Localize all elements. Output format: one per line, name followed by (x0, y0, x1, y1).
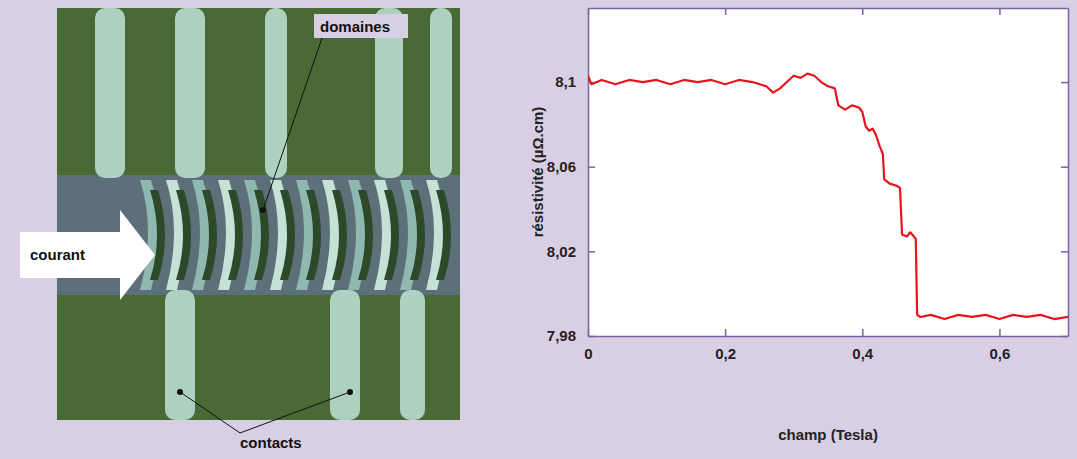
tick-label: 0,2 (715, 345, 736, 362)
axis (1061, 9, 1069, 337)
background (0, 0, 1077, 459)
tick-mark (1061, 82, 1068, 84)
tick-mark (725, 8, 727, 15)
tick-label: 7,98 (547, 327, 576, 344)
photo-domain (358, 190, 373, 280)
tick: 0,2 (715, 329, 736, 362)
tick-mark (999, 8, 1001, 15)
photo-domain (254, 190, 269, 280)
tick-mark (588, 251, 595, 253)
leader-dot (177, 389, 183, 395)
axis-line (588, 9, 590, 337)
figure: courant domaines contacts 0 0,2 0,4 0,6 7,98 8,0… (0, 0, 1077, 459)
tick-label: 8,02 (547, 243, 576, 260)
tick-label: 0,6 (989, 345, 1010, 362)
photo-contact (330, 290, 360, 420)
axis-line (1068, 9, 1070, 337)
label-contacts: contacts (240, 434, 302, 451)
photo-domain (202, 190, 217, 280)
tick-label: 0 (584, 345, 592, 362)
tick (1061, 336, 1068, 337)
tick (862, 8, 863, 15)
photo-domain (306, 190, 321, 280)
tick: 0,6 (989, 329, 1010, 362)
photo-domain (150, 190, 165, 280)
axis-line (589, 336, 1069, 338)
photo-domain (332, 190, 347, 280)
tick: 0,4 (852, 329, 874, 362)
tick-mark (1061, 166, 1068, 168)
leader (180, 392, 240, 433)
tick-mark (725, 329, 727, 336)
tick-label: 0,4 (852, 345, 874, 362)
label-patch (314, 14, 408, 38)
axis: 0 0,2 0,4 0,6 (584, 329, 1068, 362)
x-axis-title: champ (Tesla) (778, 426, 878, 443)
data-line (588, 74, 1068, 319)
tick-label: 8,1 (555, 73, 576, 90)
tick-mark (1061, 336, 1068, 338)
tick-mark (999, 329, 1001, 336)
leader-dot (347, 389, 353, 395)
tick (999, 8, 1000, 15)
label-domains: domaines (320, 18, 390, 35)
photo-domain (410, 190, 425, 280)
photo-contact (400, 290, 425, 420)
photo-domain (436, 190, 451, 280)
photo-contact (165, 290, 195, 420)
tick-mark (862, 8, 864, 15)
tick-mark (1061, 251, 1068, 253)
axis (589, 8, 1069, 15)
photo-contact (175, 8, 205, 178)
tick-label: 8,06 (547, 158, 576, 175)
tick-mark (862, 329, 864, 336)
leader (240, 392, 350, 433)
photo-domain (384, 190, 399, 280)
photo-contact (95, 8, 125, 178)
plot-area (588, 8, 1068, 336)
leader-dot (260, 207, 266, 213)
tick (1061, 82, 1068, 83)
tick (725, 8, 726, 15)
label-current: courant (30, 246, 85, 263)
photo-ground (57, 8, 460, 420)
photo-domain (228, 190, 243, 280)
tick: 8,02 (547, 243, 595, 260)
arrow (20, 210, 155, 300)
photo-contact (430, 8, 452, 178)
y-axis-title: résistivité (µΩ.cm) (529, 107, 546, 238)
photo-domain (176, 190, 191, 280)
tick (1061, 251, 1068, 252)
leader (263, 38, 322, 210)
photo-contact (265, 8, 287, 178)
axis: 7,98 8,02 8,06 8,1 (547, 9, 595, 345)
tick-mark (588, 336, 595, 338)
tick (1061, 167, 1068, 168)
photo (57, 8, 460, 420)
axis-line (589, 8, 1069, 10)
tick: 8,06 (547, 158, 595, 175)
tick: 7,98 (547, 327, 595, 344)
photo-domain (280, 190, 295, 280)
tick-mark (588, 166, 595, 168)
marks (588, 74, 1068, 319)
